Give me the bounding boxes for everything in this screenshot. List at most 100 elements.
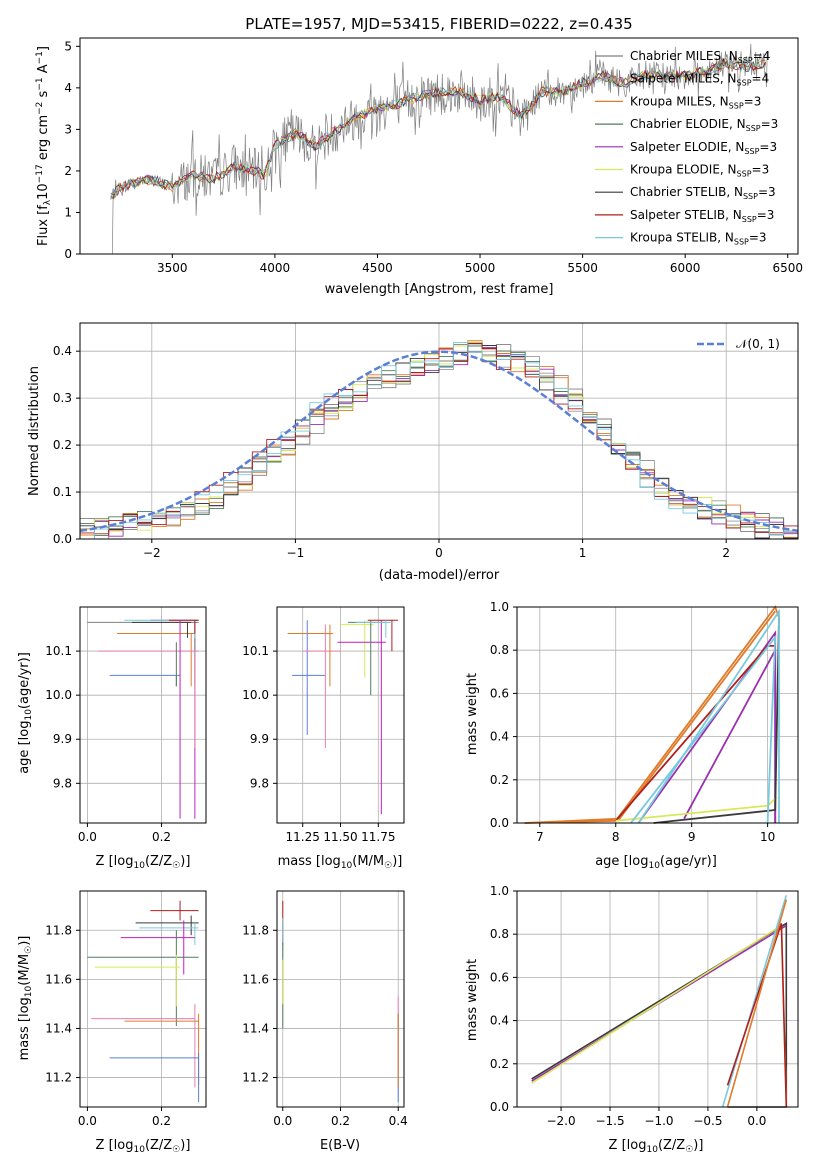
parameter-panels: 0.0 0.2 9.8 9.9 10.0 10.1 11.25 11.50 11.75 9.8 9.… xyxy=(45,600,799,1128)
spectrum-legend: Chabrier MILES, NSSP=4 Salpeter MILES, NS… xyxy=(595,49,778,247)
x-tick-label: −2.0 xyxy=(546,1114,575,1128)
normal-curve xyxy=(79,350,799,533)
y-tick-label: 0.4 xyxy=(490,1014,509,1028)
residual-ylabel: Normed distribution xyxy=(27,366,42,496)
y-tick-label: 0.4 xyxy=(490,730,509,744)
x-tick-label: 0.0 xyxy=(78,1114,97,1128)
x-tick-label: 5000 xyxy=(465,261,496,275)
legend-entry: Kroupa STELIB, NSSP=3 xyxy=(630,231,767,247)
x-tick-label: −0.5 xyxy=(693,1114,722,1128)
x-tick-label: −1.5 xyxy=(595,1114,624,1128)
x-tick-label: 3500 xyxy=(157,261,188,275)
massweight-line xyxy=(726,899,788,1108)
legend-entry: Kroupa MILES, NSSP=3 xyxy=(630,94,761,110)
x-tick-label: 6000 xyxy=(670,261,701,275)
x-tick-label: 7 xyxy=(536,830,544,844)
legend-normal: 𝒩(0, 1) xyxy=(736,337,780,351)
spectrum-lines xyxy=(110,43,768,255)
y-tick-label: 11.4 xyxy=(45,1021,72,1035)
x-tick-label: 0.4 xyxy=(389,1114,408,1128)
y-tick-label: 0.6 xyxy=(490,686,509,700)
x-tick-label: 0.2 xyxy=(331,1114,350,1128)
massZ-ylabel: mass [log10(M/M☉)] xyxy=(17,936,34,1061)
x-tick-label: 11.25 xyxy=(286,830,320,844)
massebv-xlabel: E(B-V) xyxy=(320,1138,360,1153)
massweight-line xyxy=(637,608,780,824)
y-tick-label: 10.0 xyxy=(242,688,269,702)
massweight-line xyxy=(726,923,788,1108)
model-spectrum-7 xyxy=(110,57,766,196)
y-tick-label: 0.2 xyxy=(490,773,509,787)
axes-frame xyxy=(79,606,207,824)
model-spectrum-8 xyxy=(110,59,766,199)
spectrum-ylabel: Flux [fλ10−17 erg cm−2 s−1 A−1] xyxy=(35,46,53,246)
y-tick-label: 0.0 xyxy=(53,532,72,546)
y-tick-label: 9.8 xyxy=(53,776,72,790)
y-tick-label: 10.1 xyxy=(45,644,72,658)
legend-entry: Chabrier ELODIE, NSSP=3 xyxy=(630,117,778,133)
residual-hist-7 xyxy=(80,342,798,535)
y-tick-label: 11.2 xyxy=(45,1071,72,1085)
mwage-ylabel: mass weight xyxy=(465,673,480,755)
y-tick-label: 0.1 xyxy=(53,485,72,499)
y-tick-label: 11.6 xyxy=(45,972,72,986)
ageZ-xlabel: Z [log10(Z/Z☉)] xyxy=(96,854,191,871)
x-tick-label: 4500 xyxy=(362,261,393,275)
y-tick-label: 10.0 xyxy=(45,688,72,702)
x-tick-label: 0.2 xyxy=(152,830,171,844)
mwZ-ylabel: mass weight xyxy=(465,959,480,1041)
x-tick-label: 8 xyxy=(612,830,620,844)
y-tick-label: 0.6 xyxy=(490,970,509,984)
massweight-line xyxy=(615,796,778,822)
x-tick-label: 6500 xyxy=(772,261,803,275)
residual-hist-8 xyxy=(80,342,798,540)
y-tick-label: 0.8 xyxy=(490,643,509,657)
massweight-line xyxy=(524,610,776,824)
residual-legend: 𝒩(0, 1) xyxy=(697,337,780,351)
spectrum-xlabel: wavelength [Angstrom, rest frame] xyxy=(325,282,554,297)
y-tick-label: 9.8 xyxy=(250,776,269,790)
x-tick-label: −1 xyxy=(287,546,305,560)
massZ-xlabel: Z [log10(Z/Z☉)] xyxy=(96,1138,191,1155)
y-tick-label: 1.0 xyxy=(490,884,509,898)
legend-entry: Salpeter STELIB, NSSP=3 xyxy=(630,208,774,224)
agemass-xlabel: mass [log10(M/M☉)] xyxy=(278,854,403,871)
axes-frame xyxy=(516,890,799,1108)
residual-panel: −2 −1 0 1 2 0.0 0.1 0.2 0.3 0.4 (data-model)/erro… xyxy=(27,322,799,583)
y-tick-label: 2 xyxy=(64,164,72,178)
y-tick-label: 5 xyxy=(64,39,72,53)
legend-entry: Salpeter ELODIE, NSSP=3 xyxy=(630,140,777,156)
massweight_vs_Z-panel: −2.0 −1.5 −1.0 −0.5 0.0 0.0 0.2 0.4 0.6 0.8 1.0 xyxy=(490,884,799,1128)
y-tick-label: 9.9 xyxy=(250,732,269,746)
x-tick-label: 0.2 xyxy=(152,1114,171,1128)
y-tick-label: 1 xyxy=(64,205,72,219)
y-tick-label: 11.8 xyxy=(45,923,72,937)
x-tick-label: 0 xyxy=(435,546,443,560)
y-tick-label: 0.0 xyxy=(490,816,509,830)
y-tick-label: 3 xyxy=(64,122,72,136)
y-tick-label: 11.4 xyxy=(242,1021,269,1035)
x-tick-label: 0.0 xyxy=(78,830,97,844)
legend-entry: Kroupa ELODIE, NSSP=3 xyxy=(630,163,769,179)
residual-ticks: −2 −1 0 1 2 0.0 0.1 0.2 0.3 0.4 xyxy=(53,344,730,560)
legend-entry: Salpeter MILES, NSSP=4 xyxy=(630,72,769,88)
y-tick-label: 10.1 xyxy=(242,644,269,658)
massweight-line xyxy=(630,634,777,824)
x-tick-label: 2 xyxy=(722,546,730,560)
figure-title: PLATE=1957, MJD=53415, FIBERID=0222, z=0… xyxy=(245,15,632,33)
x-tick-label: 0.0 xyxy=(747,1114,766,1128)
x-tick-label: −1.0 xyxy=(644,1114,673,1128)
mass_vs_ebv-panel: 0.0 0.2 0.4 11.2 11.4 11.6 11.8 xyxy=(242,890,408,1128)
x-tick-label: 5500 xyxy=(567,261,598,275)
ageZ-ylabel: age [log10(age/yr)] xyxy=(17,652,34,774)
axes-frame xyxy=(516,606,799,824)
massweight-line xyxy=(615,645,776,822)
age_vs_Z-panel: 0.0 0.2 9.8 9.9 10.0 10.1 xyxy=(45,606,207,844)
x-tick-label: 0.0 xyxy=(273,1114,292,1128)
x-tick-label: 1 xyxy=(579,546,587,560)
y-tick-label: 0 xyxy=(64,247,72,261)
massweight-line xyxy=(653,617,780,824)
mwage-xlabel: age [log10(age/yr)] xyxy=(595,854,717,871)
massweight_vs_age-panel: 7 8 9 10 0.0 0.2 0.4 0.6 0.8 1.0 xyxy=(490,600,799,844)
spectrum-panel: 3500 4000 4500 5000 5500 6000 6500 0 1 2 3 4 5 wavel… xyxy=(35,37,803,297)
